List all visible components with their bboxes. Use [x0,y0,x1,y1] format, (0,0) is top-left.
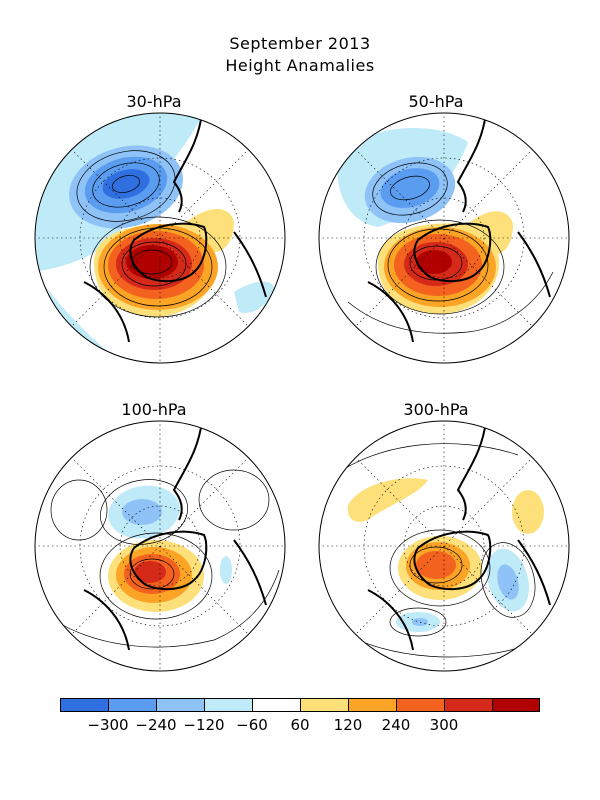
panel-label-30hpa: 30-hPa [126,92,182,111]
colorbar-label: −60 [236,716,268,734]
map-title: September 2013 [229,34,371,53]
colorbar-label: 60 [290,716,310,734]
map-subtitle: Height Anamalies [225,56,375,75]
polar-map-300hpa [318,420,570,672]
colorbar-label: 300 [429,716,459,734]
panel-label-100hpa: 100-hPa [121,400,187,419]
colorbar-label: 120 [333,716,363,734]
colorbar-swatch [444,698,493,712]
colorbar-label: −240 [135,716,177,734]
polar-map-100hpa [34,420,286,672]
panel-label-300hpa: 300-hPa [403,400,469,419]
colorbar-swatch [252,698,301,712]
colorbar-swatch [204,698,253,712]
colorbar-swatch [348,698,397,712]
polar-map-50hpa [318,112,570,364]
colorbar-swatch [492,698,540,712]
colorbar-swatch [60,698,109,712]
colorbar-swatch [108,698,157,712]
colorbar-label: 240 [381,716,411,734]
polar-map-30hpa [34,112,286,364]
colorbar [60,698,540,714]
colorbar-label: −120 [183,716,225,734]
colorbar-swatch [396,698,445,712]
colorbar-swatch [300,698,349,712]
colorbar-swatch [156,698,205,712]
colorbar-label: −300 [87,716,129,734]
panel-label-50hpa: 50-hPa [408,92,464,111]
